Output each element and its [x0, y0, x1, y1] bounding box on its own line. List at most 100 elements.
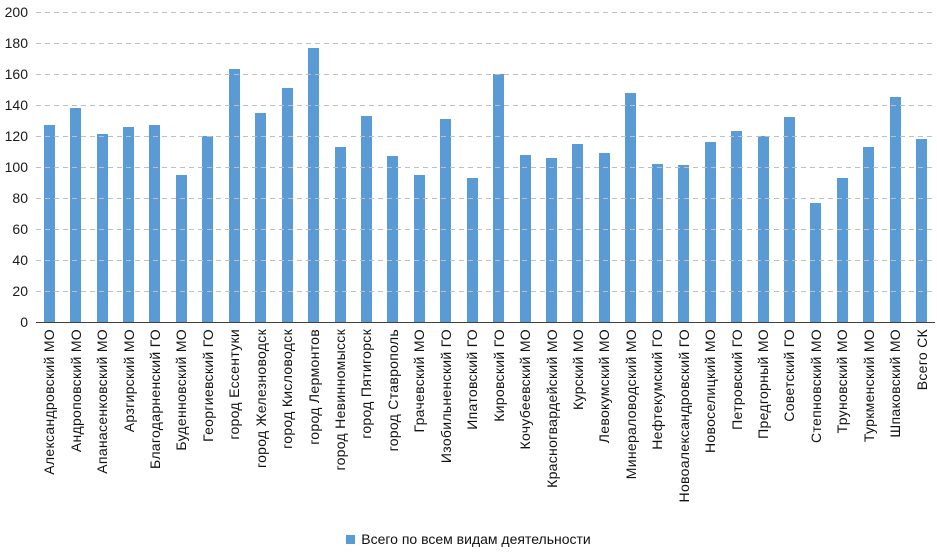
bar-slot [248, 12, 274, 322]
gridline [36, 43, 935, 44]
y-tick-label: 200 [4, 4, 28, 20]
x-axis-label: город Невинномысск [332, 329, 349, 471]
x-axis-label: Арзгирский МО [120, 329, 137, 433]
x-label-slot: Грачевский МО [406, 329, 432, 529]
bar-Всего СК [916, 139, 928, 322]
x-axis-label: Красногвардейский МО [543, 329, 560, 488]
x-axis-label: Предгорный МО [755, 329, 772, 439]
bar-Труновский МО [836, 177, 848, 322]
x-axis-label: Новоалександровский ГО [675, 329, 692, 503]
bar-slot [327, 12, 353, 322]
y-tick-label: 80 [12, 190, 28, 206]
x-axis-label: Туркменский МО [860, 329, 877, 443]
x-axis-label: Труновский МО [834, 329, 851, 434]
bar-Изобильненский ГО [440, 118, 452, 322]
x-axis-label: город Кисловодск [279, 329, 296, 449]
x-label-slot: город Невинномысск [327, 329, 353, 529]
x-label-slot: Нефтекумский ГО [644, 329, 670, 529]
bar-slot [406, 12, 432, 322]
bar-город Кисловодск [281, 87, 293, 322]
bar-Советский ГО [783, 117, 795, 322]
x-axis-label: Александровский МО [41, 329, 58, 475]
x-label-slot: Изобильненский ГО [433, 329, 459, 529]
x-axis-label: Грачевский МО [411, 329, 428, 433]
x-label-slot: Петровский ГО [723, 329, 749, 529]
y-axis: 0 20 40 60 80 100 120 140 160 180 200 [0, 4, 30, 330]
bar-Арзгирский МО [123, 126, 135, 322]
bar-slot [882, 12, 908, 322]
bar-slot [62, 12, 88, 322]
x-axis-label: Ипатовский ГО [464, 329, 481, 430]
bar-Александровский МО [43, 125, 55, 322]
bar-slot [697, 12, 723, 322]
bar-slot [591, 12, 617, 322]
y-tick-label: 40 [12, 252, 28, 268]
x-axis-label: Буденновский МО [173, 329, 190, 451]
bar-slot [671, 12, 697, 322]
bar-Нефтекумский ГО [651, 163, 663, 322]
legend: Всего по всем видам деятельности [0, 531, 937, 547]
y-tick-label: 100 [4, 159, 28, 175]
bar-slot [538, 12, 564, 322]
bar-Степновский МО [810, 202, 822, 322]
bar-slot [512, 12, 538, 322]
bar-slot [115, 12, 141, 322]
x-label-slot: Новоселицкий МО [697, 329, 723, 529]
x-axis-label: Георгиевский ГО [199, 329, 216, 442]
y-tick-label: 0 [20, 314, 28, 330]
x-axis-label: город Ставрополь [384, 329, 401, 452]
x-label-slot: Благодарненский ГО [142, 329, 168, 529]
x-label-slot: город Пятигорск [353, 329, 379, 529]
bar-город Невинномысск [334, 146, 346, 322]
x-label-slot: Александровский МО [36, 329, 62, 529]
gridline [36, 229, 935, 230]
x-axis-labels: Александровский МО Андроповский МО Апанасе… [36, 329, 935, 529]
gridline [36, 260, 935, 261]
bar-Благодарненский ГО [149, 125, 161, 322]
x-label-slot: город Ставрополь [380, 329, 406, 529]
bar-Новоалександровский ГО [678, 165, 690, 322]
bar-slot [644, 12, 670, 322]
bar-slot [459, 12, 485, 322]
x-axis-label: Петровский ГО [728, 329, 745, 430]
x-label-slot: город Кисловодск [274, 329, 300, 529]
x-label-slot: город Ессентуки [221, 329, 247, 529]
x-axis-label: Андроповский МО [67, 329, 84, 453]
x-axis-label: Благодарненский ГО [146, 329, 163, 469]
bar-slot [221, 12, 247, 322]
bar-slot [565, 12, 591, 322]
bar-slot [274, 12, 300, 322]
y-tick-label: 20 [12, 283, 28, 299]
x-label-slot: Кировский ГО [485, 329, 511, 529]
x-label-slot: Левокумский МО [591, 329, 617, 529]
x-label-slot: Советский ГО [776, 329, 802, 529]
x-axis-label: Новоселицкий МО [702, 329, 719, 453]
bar-Шпаковский МО [889, 97, 901, 322]
bar-slot [776, 12, 802, 322]
x-label-slot: Степновский МО [803, 329, 829, 529]
bar-slot [36, 12, 62, 322]
bar-Кочубеевский МО [519, 154, 531, 322]
x-axis-label: город Ессентуки [226, 329, 243, 440]
gridline [36, 12, 935, 13]
bar-Туркменский МО [863, 146, 875, 322]
x-label-slot: Андроповский МО [62, 329, 88, 529]
bar-slot [89, 12, 115, 322]
x-label-slot: Ипатовский ГО [459, 329, 485, 529]
bar-slot [433, 12, 459, 322]
y-tick-label: 180 [4, 35, 28, 51]
x-label-slot: город Лермонтов [300, 329, 326, 529]
y-tick-label: 160 [4, 66, 28, 82]
x-axis-label: Курский МО [569, 329, 586, 410]
x-label-slot: Минераловодский МО [618, 329, 644, 529]
bar-slot [856, 12, 882, 322]
y-tick-label: 60 [12, 221, 28, 237]
x-label-slot: Георгиевский ГО [195, 329, 221, 529]
x-label-slot: Кочубеевский МО [512, 329, 538, 529]
bar-slot [618, 12, 644, 322]
x-axis-label: Кировский ГО [490, 329, 507, 422]
gridline [36, 74, 935, 75]
x-axis-label: Всего СК [913, 329, 930, 391]
bar-город Ставрополь [387, 156, 399, 322]
